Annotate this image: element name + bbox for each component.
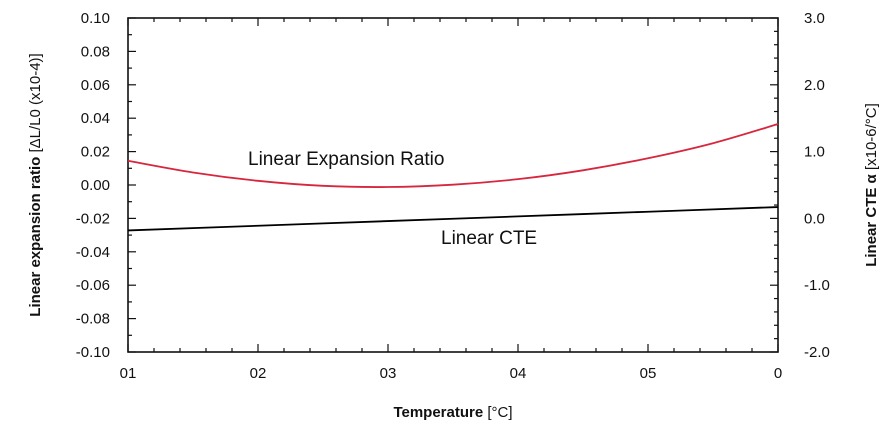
y-axis-right-title: Linear CTE α [x10-6/°C] bbox=[863, 103, 880, 267]
y-left-tick-label: -0.10 bbox=[76, 344, 110, 361]
y-axis-right-title-main: Linear CTE α bbox=[863, 173, 880, 266]
y-right-tick-label: -2.0 bbox=[804, 344, 830, 361]
y-left-tick-label: 0.02 bbox=[81, 144, 110, 161]
series-line-linear-cte bbox=[127, 206, 779, 232]
y-right-tick-label: 2.0 bbox=[804, 77, 825, 94]
tick-marks bbox=[127, 17, 779, 353]
series-line-linear-expansion-ratio bbox=[127, 123, 779, 188]
annotation-linear-cte: Linear CTE bbox=[441, 228, 537, 249]
y-left-tick-label: -0.08 bbox=[76, 311, 110, 328]
y-left-tick-label: -0.04 bbox=[76, 244, 110, 261]
y-left-tick-label: -0.02 bbox=[76, 210, 110, 227]
x-tick-label: 01 bbox=[120, 365, 137, 382]
x-axis-title-unit: [°C] bbox=[487, 404, 512, 421]
y-right-tick-labels: 3.0 2.0 1.0 0.0 -1.0 -2.0 bbox=[804, 10, 830, 361]
series-lines bbox=[127, 123, 779, 232]
annotation-linear-expansion-ratio: Linear Expansion Ratio bbox=[248, 149, 444, 170]
x-axis-title-main: Temperature bbox=[393, 404, 483, 421]
y-left-tick-label: 0.08 bbox=[81, 43, 110, 60]
x-tick-label: 04 bbox=[510, 365, 527, 382]
y-left-tick-label: 0.04 bbox=[81, 110, 110, 127]
y-right-tick-label: 0.0 bbox=[804, 210, 825, 227]
y-left-tick-labels: 0.10 0.08 0.06 0.04 0.02 0.00 -0.02 -0.04 -0.06 -… bbox=[76, 10, 110, 361]
y-axis-left-title: Linear expansion ratio [ΔL/L0 (x10-4)] bbox=[27, 53, 44, 316]
y-axis-left-title-unit: [ΔL/L0 (x10-4)] bbox=[27, 53, 44, 152]
x-tick-label: 0 bbox=[774, 365, 782, 382]
y-left-tick-label: 0.06 bbox=[81, 77, 110, 94]
y-right-tick-label: -1.0 bbox=[804, 277, 830, 294]
y-right-tick-label: 3.0 bbox=[804, 10, 825, 27]
x-tick-labels: 01 02 03 04 05 0 bbox=[120, 365, 783, 382]
x-tick-label: 03 bbox=[380, 365, 397, 382]
x-tick-label: 02 bbox=[250, 365, 267, 382]
x-axis-title: Temperature [°C] bbox=[393, 404, 512, 421]
y-axis-left-title-main: Linear expansion ratio bbox=[27, 157, 44, 317]
y-left-tick-label: 0.10 bbox=[81, 10, 110, 27]
x-tick-label: 05 bbox=[640, 365, 657, 382]
y-left-tick-label: 0.00 bbox=[81, 177, 110, 194]
y-left-tick-label: -0.06 bbox=[76, 277, 110, 294]
y-right-tick-label: 1.0 bbox=[804, 144, 825, 161]
y-axis-right-title-unit: [x10-6/°C] bbox=[863, 103, 880, 170]
